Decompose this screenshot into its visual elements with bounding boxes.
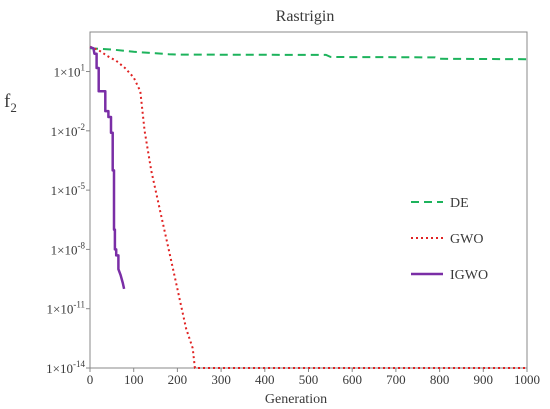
x-tick-label: 300 [211,372,231,387]
x-tick-label: 1000 [514,372,540,387]
y-axis: 1×10-14 1×10-11 1×10-8 1×10-5 1×10-2 1×101 [46,63,90,376]
x-tick-label: 100 [124,372,144,387]
legend-label-gwo: GWO [450,232,483,247]
x-tick-label: 0 [87,372,94,387]
y-axis-title-subscript: 2 [10,100,17,115]
y-tick-label: 1×10-8 [51,240,86,257]
series-line-de [89,47,528,61]
series-lines [89,45,528,369]
x-tick-label: 500 [299,372,319,387]
y-tick-label: 1×101 [54,63,85,80]
chart-title: Rastrigin [276,8,335,25]
x-axis: 0 100 200 300 400 500 600 700 800 900 1000 [87,368,540,387]
x-tick-label: 200 [168,372,188,387]
x-axis-title: Generation [265,392,327,407]
y-tick-label: 1×10-5 [51,181,86,198]
x-tick-label: 600 [342,372,362,387]
y-axis-title-main: f [4,91,11,112]
x-tick-label: 900 [474,372,494,387]
x-tick-label: 800 [430,372,450,387]
legend-label-igwo: IGWO [450,268,488,283]
y-tick-label: 1×10-2 [51,122,85,139]
legend-label-de: DE [450,196,469,211]
legend: DE GWO IGWO [411,196,488,283]
series-line-igwo [89,46,126,290]
y-axis-title: f2 [4,91,17,115]
y-tick-label: 1×10-14 [46,359,85,376]
series-line-gwo [89,45,527,369]
y-tick-label: 1×10-11 [46,300,85,317]
x-tick-label: 700 [386,372,406,387]
x-tick-label: 400 [255,372,275,387]
